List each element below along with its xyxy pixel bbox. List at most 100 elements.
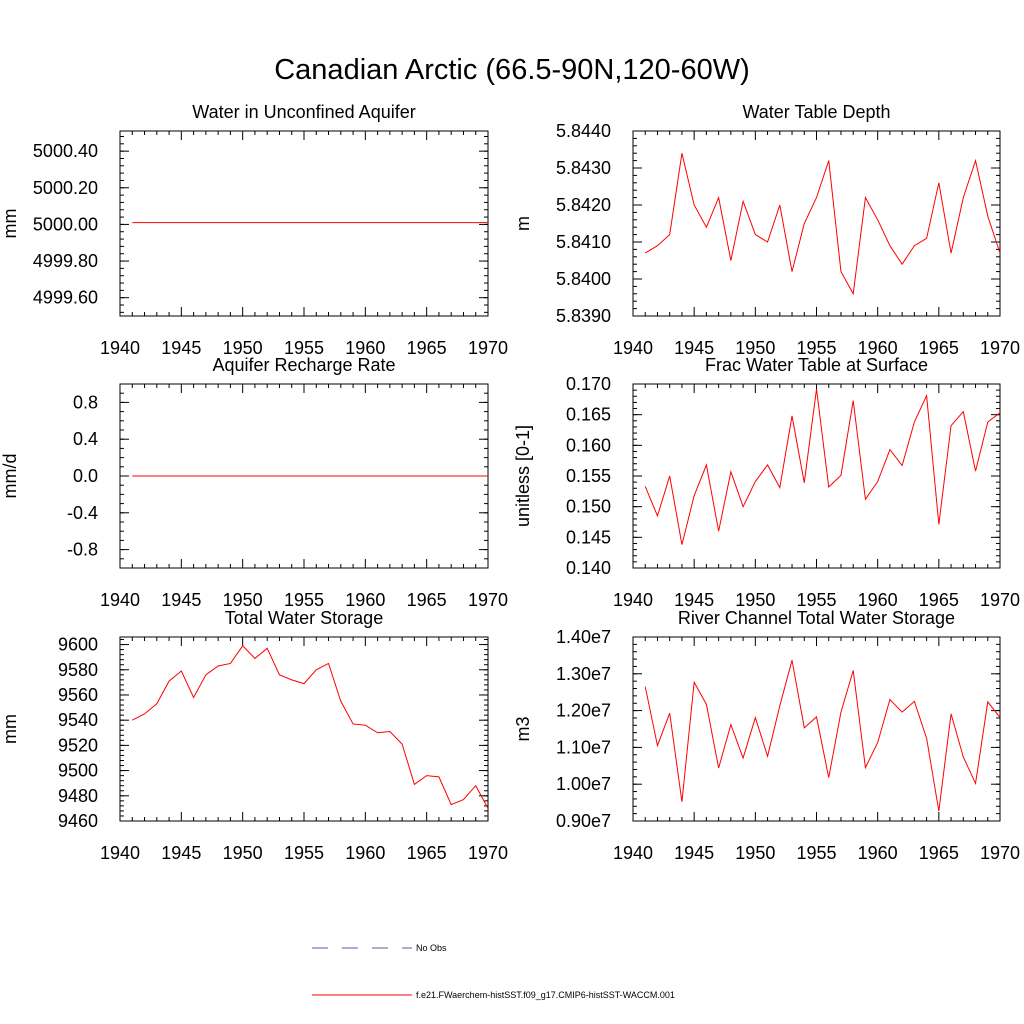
x-tick-label: 1945 — [674, 843, 714, 863]
x-tick-label: 1955 — [796, 843, 836, 863]
y-tick-label: 9500 — [58, 761, 98, 781]
x-tick-label: 1940 — [613, 843, 653, 863]
x-tick-label: 1970 — [468, 843, 508, 863]
legend-obs-label: No Obs — [416, 943, 447, 953]
y-axis-label: m — [513, 216, 533, 231]
y-tick-label: 1.10e7 — [556, 737, 611, 757]
y-tick-label: 0.165 — [566, 405, 611, 425]
y-tick-label: 5.8390 — [556, 306, 611, 326]
x-tick-label: 1945 — [674, 590, 714, 610]
series-line — [644, 660, 1001, 812]
legend-obs-swatch — [312, 947, 412, 949]
y-tick-label: 0.8 — [73, 392, 98, 412]
y-tick-label: 9560 — [58, 685, 98, 705]
y-tick-label: 5000.00 — [33, 214, 98, 234]
x-tick-label: 1945 — [674, 338, 714, 358]
x-tick-label: 1945 — [161, 338, 201, 358]
panel-4: Frac Water Table at Surface unitless [0-1… — [513, 355, 1020, 610]
x-tick-label: 1965 — [919, 843, 959, 863]
x-tick-label: 1970 — [468, 590, 508, 610]
x-tick-label: 1945 — [161, 590, 201, 610]
main-title: Canadian Arctic (66.5-90N,120-60W) — [274, 54, 750, 86]
x-tick-label: 1950 — [223, 590, 263, 610]
y-tick-label: -0.8 — [67, 540, 98, 560]
y-tick-label: 0.155 — [566, 466, 611, 486]
y-tick-label: 1.20e7 — [556, 701, 611, 721]
y-axis-label: mm — [0, 209, 20, 239]
x-tick-label: 1950 — [735, 843, 775, 863]
y-tick-label: 5000.40 — [33, 141, 98, 161]
y-tick-label: 9540 — [58, 710, 98, 730]
x-tick-label: 1955 — [796, 338, 836, 358]
y-tick-label: 5.8400 — [556, 269, 611, 289]
y-tick-label: -0.4 — [67, 503, 98, 523]
y-tick-label: 5000.20 — [33, 178, 98, 198]
x-tick-label: 1970 — [980, 338, 1020, 358]
y-tick-label: 9480 — [58, 786, 98, 806]
x-tick-label: 1940 — [100, 338, 140, 358]
y-tick-label: 5.8420 — [556, 195, 611, 215]
series-line — [644, 153, 1001, 296]
x-tick-label: 1965 — [407, 338, 447, 358]
x-tick-label: 1950 — [735, 590, 775, 610]
y-tick-label: 9460 — [58, 811, 98, 831]
x-tick-label: 1970 — [980, 843, 1020, 863]
x-tick-label: 1940 — [613, 590, 653, 610]
x-tick-label: 1950 — [223, 338, 263, 358]
x-tick-label: 1940 — [100, 843, 140, 863]
series-line — [132, 645, 489, 809]
y-tick-label: 0.150 — [566, 497, 611, 517]
x-tick-label: 1965 — [407, 843, 447, 863]
x-tick-label: 1955 — [284, 843, 324, 863]
plot-frame — [119, 130, 489, 317]
panel-3: Aquifer Recharge Rate mm/d 1940 1945 1950 195… — [0, 355, 508, 610]
x-tick-label: 1960 — [345, 843, 385, 863]
x-tick-label: 1960 — [858, 843, 898, 863]
y-tick-label: 1.40e7 — [556, 627, 611, 647]
x-tick-label: 1950 — [223, 843, 263, 863]
y-tick-label: 9600 — [58, 635, 98, 655]
y-axis-label: m3 — [513, 716, 533, 741]
x-tick-label: 1940 — [613, 338, 653, 358]
panel-6: River Channel Total Water Storage m3 1940 1… — [513, 608, 1020, 863]
y-tick-label: 5.8430 — [556, 158, 611, 178]
x-tick-label: 1970 — [468, 338, 508, 358]
panel-1: Water in Unconfined Aquifer mm 1940 1945 195… — [0, 102, 508, 358]
series-line — [644, 388, 1001, 545]
y-axis-label: mm/d — [0, 454, 20, 499]
panel-title: River Channel Total Water Storage — [678, 608, 955, 628]
panel-title: Water Table Depth — [742, 102, 890, 122]
plot-frame — [632, 636, 1001, 822]
y-tick-label: 9520 — [58, 735, 98, 755]
y-tick-label: 5.8410 — [556, 232, 611, 252]
panel-title: Total Water Storage — [225, 608, 383, 628]
y-tick-label: 0.170 — [566, 374, 611, 394]
x-tick-label: 1960 — [858, 590, 898, 610]
y-axis-label: unitless [0-1] — [513, 425, 533, 527]
y-tick-label: 1.30e7 — [556, 664, 611, 684]
plot-frame — [632, 130, 1001, 317]
y-tick-label: 5.8440 — [556, 121, 611, 141]
panel-title: Water in Unconfined Aquifer — [192, 102, 415, 122]
y-tick-label: 9580 — [58, 660, 98, 680]
x-tick-label: 1965 — [919, 590, 959, 610]
y-tick-label: 0.4 — [73, 429, 98, 449]
x-tick-label: 1955 — [284, 590, 324, 610]
x-tick-label: 1940 — [100, 590, 140, 610]
x-tick-label: 1965 — [407, 590, 447, 610]
x-tick-label: 1960 — [858, 338, 898, 358]
y-tick-label: 0.90e7 — [556, 811, 611, 831]
legend-model-label: f.e21.FWaerchem-histSST.f09_g17.CMIP6-hi… — [416, 990, 675, 1000]
x-tick-label: 1960 — [345, 338, 385, 358]
x-tick-label: 1945 — [161, 843, 201, 863]
x-tick-label: 1955 — [284, 338, 324, 358]
panel-title: Aquifer Recharge Rate — [212, 355, 395, 375]
y-tick-label: 0.140 — [566, 558, 611, 578]
legend-model-swatch — [312, 994, 412, 996]
x-tick-label: 1965 — [919, 338, 959, 358]
panel-2: Water Table Depth m 1940 1945 1950 1955 1960 19… — [513, 102, 1020, 358]
x-tick-label: 1970 — [980, 590, 1020, 610]
y-tick-label: 0.160 — [566, 435, 611, 455]
x-tick-label: 1950 — [735, 338, 775, 358]
